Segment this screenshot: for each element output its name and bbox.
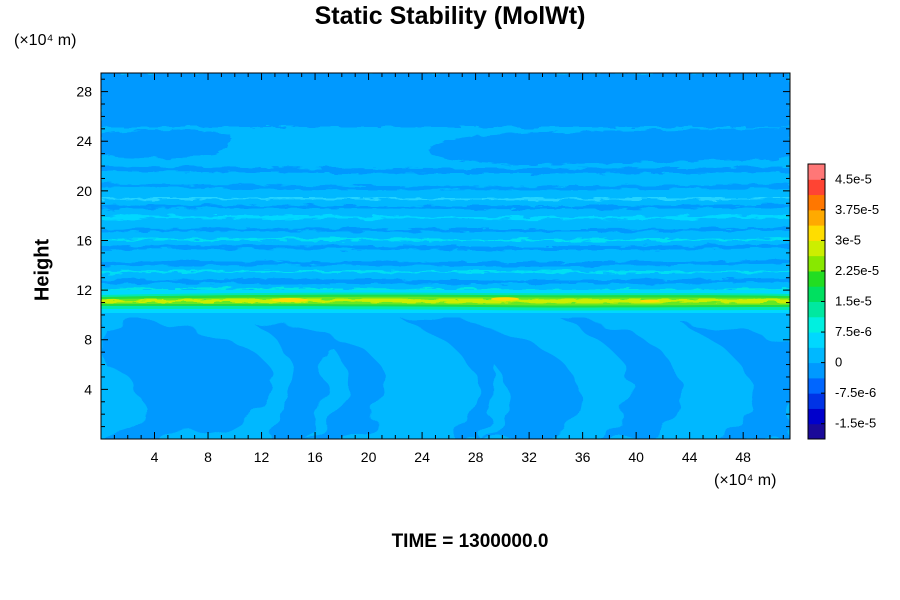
x-tick-label: 24	[414, 449, 430, 465]
plot-frame	[100, 72, 791, 440]
colorbar-label: 2.25e-5	[835, 263, 879, 278]
colorbar-segment	[808, 255, 825, 272]
colorbar-segment	[808, 225, 825, 241]
colorbar-segment	[808, 423, 825, 440]
colorbar-segment	[808, 332, 825, 348]
x-tick-label: 8	[204, 449, 212, 465]
y-tick-label: 4	[84, 381, 92, 397]
colorbar-segment	[808, 240, 825, 257]
chart-title: Static Stability (MolWt)	[314, 2, 586, 30]
colorbar-segment	[808, 377, 825, 394]
colorbar-label: 1.5e-5	[835, 294, 872, 309]
x-tick-label: 12	[254, 449, 270, 465]
stable-interface-band	[101, 290, 790, 313]
heatmap-field	[101, 73, 790, 439]
y-tick-label: 24	[76, 133, 92, 149]
colorbar-segment	[808, 209, 825, 226]
x-tick-label: 20	[361, 449, 377, 465]
colorbar-label: -1.5e-5	[835, 416, 876, 431]
time-caption: TIME = 1300000.0	[391, 531, 549, 552]
colorbar-label: 7.5e-6	[835, 324, 872, 339]
x-tick-label: 44	[682, 449, 698, 465]
mid-layer-streaks	[101, 197, 790, 292]
colorbar-segment	[808, 179, 825, 196]
colorbar-label: -7.5e-6	[835, 385, 876, 400]
x-tick-label: 4	[151, 449, 159, 465]
colorbar-segment	[808, 347, 825, 364]
colorbar-segment	[808, 316, 825, 333]
colorbar-segment	[808, 164, 825, 180]
colorbar-segment	[808, 301, 825, 318]
x-tick-label: 40	[628, 449, 644, 465]
y-tick-label: 16	[76, 232, 92, 248]
colorbar: 4.5e-5 3.75e-5 3e-5 2.25e-5 1.5e-5 7.5e-6 0 -7.…	[807, 163, 879, 440]
x-tick-label: 16	[307, 449, 323, 465]
colorbar-label: 4.5e-5	[835, 171, 872, 186]
colorbar-segment	[808, 362, 825, 379]
colorbar-label: 3.75e-5	[835, 202, 879, 217]
colorbar-segment	[808, 393, 825, 409]
colorbar-segment	[808, 270, 825, 287]
y-tick-label: 8	[84, 332, 92, 348]
y-tick-label: 12	[76, 282, 92, 298]
y-tick-label: 28	[76, 84, 92, 100]
x-axis-unit: (×10⁴ m)	[714, 472, 777, 489]
x-tick-label: 32	[521, 449, 537, 465]
colorbar-label: 3e-5	[835, 232, 861, 247]
colorbar-segment	[808, 194, 825, 211]
upper-band	[101, 73, 790, 191]
x-tick-label: 36	[575, 449, 591, 465]
x-tick-label: 48	[735, 449, 751, 465]
lower-turbulence	[101, 317, 790, 439]
colorbar-segment	[808, 408, 825, 425]
y-tick-label: 20	[76, 183, 92, 199]
colorbar-label: 0	[835, 355, 842, 370]
x-tick-label: 28	[468, 449, 484, 465]
y-axis-unit: (×10⁴ m)	[14, 32, 77, 49]
colorbar-segment	[808, 286, 825, 302]
